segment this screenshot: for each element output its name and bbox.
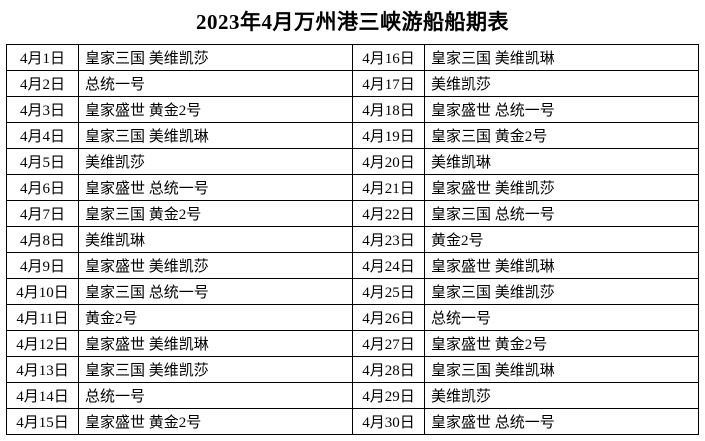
ship-cell-right: 皇家三国 美维凯琳 — [424, 356, 699, 384]
date-cell-right: 4月19日 — [352, 122, 425, 150]
ship-cell-right: 皇家三国 总统一号 — [424, 200, 699, 228]
date-cell-left: 4月6日 — [6, 174, 79, 202]
ship-cell-left: 皇家三国 美维凯琳 — [78, 122, 353, 150]
date-cell-right: 4月20日 — [352, 148, 425, 176]
table-row: 4月2日 总统一号 4月17日 美维凯莎 — [6, 70, 699, 98]
date-cell-right: 4月17日 — [352, 70, 425, 98]
date-cell-left: 4月7日 — [6, 200, 79, 228]
ship-cell-left: 皇家盛世 美维凯莎 — [78, 252, 353, 280]
ship-cell-left: 皇家盛世 黄金2号 — [78, 408, 353, 436]
table-row: 4月1日 皇家三国 美维凯莎 4月16日 皇家三国 美维凯琳 — [6, 44, 699, 72]
ship-cell-right: 黄金2号 — [424, 226, 699, 254]
date-cell-right: 4月29日 — [352, 382, 425, 410]
date-cell-left: 4月8日 — [6, 226, 79, 254]
ship-cell-right: 皇家盛世 总统一号 — [424, 96, 699, 124]
page-title: 2023年4月万州港三峡游船船期表 — [196, 10, 509, 34]
date-cell-right: 4月23日 — [352, 226, 425, 254]
table-row: 4月3日 皇家盛世 黄金2号 4月18日 皇家盛世 总统一号 — [6, 96, 699, 124]
ship-cell-left: 总统一号 — [78, 382, 353, 410]
date-cell-left: 4月4日 — [6, 122, 79, 150]
date-cell-right: 4月28日 — [352, 356, 425, 384]
ship-cell-right: 皇家盛世 美维凯莎 — [424, 174, 699, 202]
ship-cell-right: 美维凯莎 — [424, 70, 699, 98]
date-cell-left: 4月11日 — [6, 304, 79, 332]
schedule-table-body: 4月1日 皇家三国 美维凯莎 4月16日 皇家三国 美维凯琳 4月2日 总统一号… — [6, 44, 699, 436]
date-cell-left: 4月12日 — [6, 330, 79, 358]
ship-cell-right: 皇家三国 黄金2号 — [424, 122, 699, 150]
table-row: 4月8日 美维凯琳 4月23日 黄金2号 — [6, 226, 699, 254]
date-cell-right: 4月16日 — [352, 44, 425, 72]
ship-cell-left: 皇家盛世 美维凯琳 — [78, 330, 353, 358]
date-cell-left: 4月13日 — [6, 356, 79, 384]
ship-cell-right: 皇家三国 美维凯琳 — [424, 44, 699, 72]
date-cell-right: 4月26日 — [352, 304, 425, 332]
table-row: 4月10日 皇家三国 总统一号 4月25日 皇家三国 美维凯莎 — [6, 278, 699, 306]
table-row: 4月14日 总统一号 4月29日 美维凯莎 — [6, 382, 699, 410]
date-cell-left: 4月2日 — [6, 70, 79, 98]
schedule-table: 4月1日 皇家三国 美维凯莎 4月16日 皇家三国 美维凯琳 4月2日 总统一号… — [6, 44, 699, 436]
ship-cell-left: 皇家三国 美维凯莎 — [78, 356, 353, 384]
date-cell-right: 4月25日 — [352, 278, 425, 306]
ship-cell-left: 黄金2号 — [78, 304, 353, 332]
ship-cell-right: 皇家盛世 总统一号 — [424, 408, 699, 436]
date-cell-right: 4月18日 — [352, 96, 425, 124]
ship-cell-left: 皇家三国 总统一号 — [78, 278, 353, 306]
ship-cell-left: 美维凯琳 — [78, 226, 353, 254]
ship-cell-left: 皇家盛世 黄金2号 — [78, 96, 353, 124]
table-row: 4月7日 皇家三国 黄金2号 4月22日 皇家三国 总统一号 — [6, 200, 699, 228]
ship-cell-left: 总统一号 — [78, 70, 353, 98]
date-cell-left: 4月14日 — [6, 382, 79, 410]
ship-cell-right: 美维凯莎 — [424, 382, 699, 410]
ship-cell-left: 皇家三国 黄金2号 — [78, 200, 353, 228]
ship-cell-right: 美维凯琳 — [424, 148, 699, 176]
table-row: 4月11日 黄金2号 4月26日 总统一号 — [6, 304, 699, 332]
date-cell-right: 4月27日 — [352, 330, 425, 358]
date-cell-left: 4月15日 — [6, 408, 79, 436]
table-row: 4月15日 皇家盛世 黄金2号 4月30日 皇家盛世 总统一号 — [6, 408, 699, 436]
ship-cell-right: 皇家盛世 黄金2号 — [424, 330, 699, 358]
date-cell-left: 4月3日 — [6, 96, 79, 124]
table-row: 4月5日 美维凯莎 4月20日 美维凯琳 — [6, 148, 699, 176]
date-cell-left: 4月10日 — [6, 278, 79, 306]
table-row: 4月6日 皇家盛世 总统一号 4月21日 皇家盛世 美维凯莎 — [6, 174, 699, 202]
date-cell-right: 4月21日 — [352, 174, 425, 202]
table-row: 4月13日 皇家三国 美维凯莎 4月28日 皇家三国 美维凯琳 — [6, 356, 699, 384]
date-cell-right: 4月24日 — [352, 252, 425, 280]
ship-cell-right: 皇家三国 美维凯莎 — [424, 278, 699, 306]
table-row: 4月12日 皇家盛世 美维凯琳 4月27日 皇家盛世 黄金2号 — [6, 330, 699, 358]
ship-cell-right: 皇家盛世 美维凯琳 — [424, 252, 699, 280]
ship-cell-left: 皇家盛世 总统一号 — [78, 174, 353, 202]
ship-cell-left: 皇家三国 美维凯莎 — [78, 44, 353, 72]
ship-cell-left: 美维凯莎 — [78, 148, 353, 176]
date-cell-right: 4月22日 — [352, 200, 425, 228]
date-cell-left: 4月9日 — [6, 252, 79, 280]
ship-cell-right: 总统一号 — [424, 304, 699, 332]
date-cell-right: 4月30日 — [352, 408, 425, 436]
date-cell-left: 4月1日 — [6, 44, 79, 72]
table-row: 4月4日 皇家三国 美维凯琳 4月19日 皇家三国 黄金2号 — [6, 122, 699, 150]
table-row: 4月9日 皇家盛世 美维凯莎 4月24日 皇家盛世 美维凯琳 — [6, 252, 699, 280]
date-cell-left: 4月5日 — [6, 148, 79, 176]
